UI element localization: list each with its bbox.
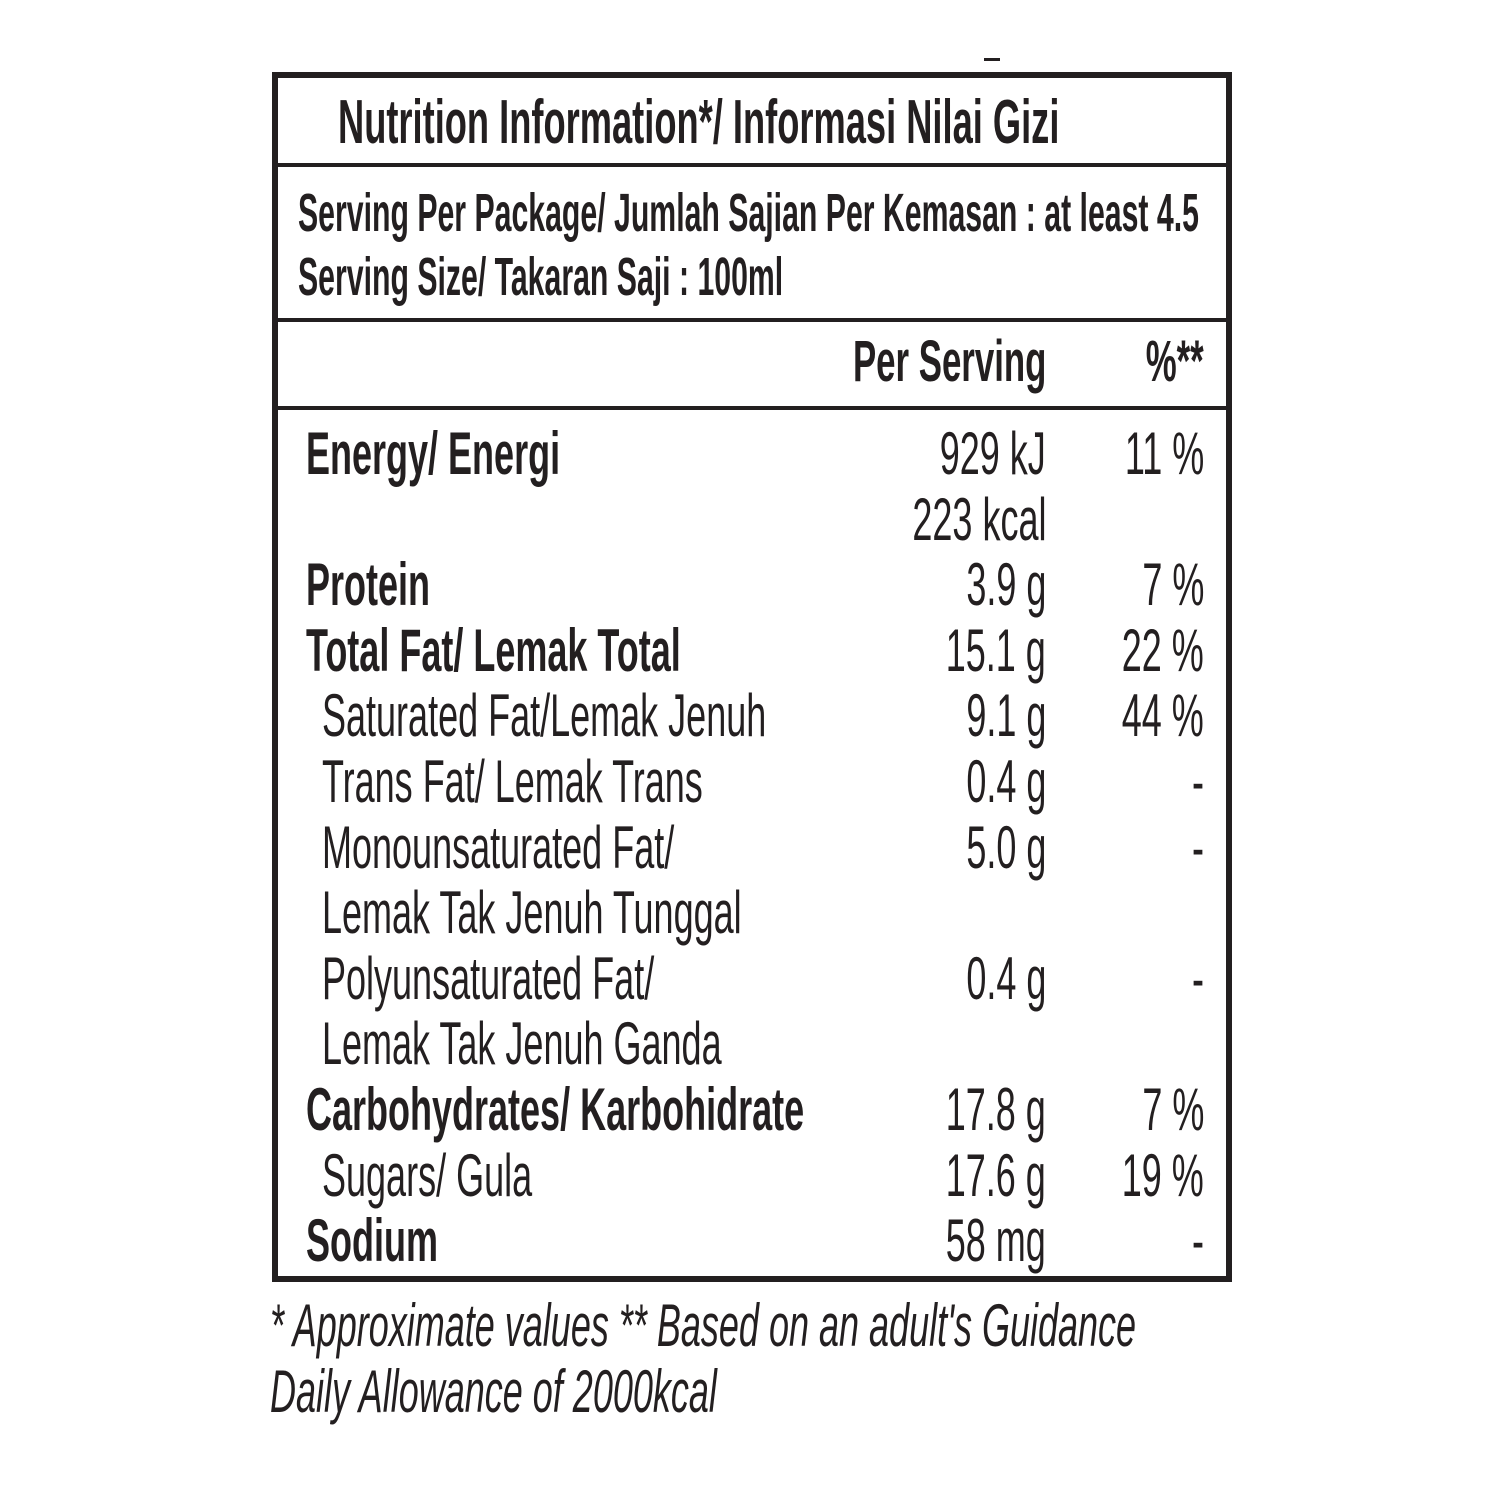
nutrient-value: 3.9 g <box>965 551 1046 619</box>
nutrient-value: 17.6 g <box>945 1141 1046 1209</box>
nutrient-row: 223 kcal <box>278 485 1226 554</box>
nutrient-label: Saturated Fat/Lemak Jenuh <box>322 682 767 750</box>
nutrient-value: 9.1 g <box>965 682 1046 750</box>
nutrient-value: 58 mg <box>945 1207 1046 1275</box>
footnote-line-1: * Approximate values ** Based on an adul… <box>270 1292 1137 1359</box>
nutrient-percent: - <box>1192 1207 1204 1275</box>
serving-size: Serving Size/ Takaran Saji : 100ml <box>298 247 784 307</box>
nutrition-table: Nutrition Information*/ Informasi Nilai … <box>272 72 1232 1282</box>
nutrient-percent: 22 % <box>1121 616 1204 684</box>
nutrient-value: 929 kJ <box>939 420 1046 487</box>
nutrient-percent: 7 % <box>1141 551 1204 619</box>
nutrient-percent: 11 % <box>1124 420 1204 487</box>
divider <box>278 163 1226 167</box>
nutrient-percent: 19 % <box>1121 1141 1204 1209</box>
footnote-line-2: Daily Allowance of 2000kcal <box>270 1358 717 1425</box>
nutrient-percent: - <box>1192 748 1204 815</box>
nutrient-value: 223 kcal <box>911 485 1046 553</box>
nutrient-row: Trans Fat/ Lemak Trans 0.4 g- <box>278 752 1226 816</box>
percent-header: %** <box>1145 329 1204 394</box>
table-title: Nutrition Information*/ Informasi Nilai … <box>338 88 1060 157</box>
nutrient-percent: 44 % <box>1121 682 1204 750</box>
nutrient-label: Protein <box>306 551 431 619</box>
nutrient-label: Lemak Tak Jenuh Tunggal <box>322 879 742 947</box>
nutrient-value: 15.1 g <box>945 616 1046 684</box>
nutrient-label: Lemak Tak Jenuh Ganda <box>322 1010 722 1078</box>
nutrient-row: Monounsaturated Fat/5.0 g - <box>278 813 1226 882</box>
nutrient-row: Total Fat/ Lemak Total 15.1 g 22 % <box>278 616 1226 685</box>
nutrient-label: Monounsaturated Fat/ <box>322 813 675 881</box>
nutrient-row: Lemak Tak Jenuh Tunggal <box>278 883 1226 947</box>
nutrient-percent: 7 % <box>1141 1076 1204 1143</box>
nutrient-label: Carbohydrates/ Karbohidrate <box>306 1076 805 1143</box>
nutrient-value: 17.8 g <box>945 1076 1046 1143</box>
nutrient-percent: - <box>1192 813 1204 881</box>
divider <box>278 406 1226 410</box>
nutrient-row: Polyunsaturated Fat/0.4 g - <box>278 944 1226 1013</box>
decorative-mark <box>984 58 1000 61</box>
nutrient-label: Trans Fat/ Lemak Trans <box>322 748 703 815</box>
nutrient-label: Sodium <box>306 1207 438 1275</box>
nutrient-label: Polyunsaturated Fat/ <box>322 944 655 1012</box>
divider <box>278 318 1226 322</box>
per-serving-header: Per Serving <box>852 329 1046 394</box>
nutrient-percent: - <box>1192 944 1204 1012</box>
nutrient-label: Energy/ Energi <box>306 420 561 487</box>
nutrient-label: Total Fat/ Lemak Total <box>306 616 681 684</box>
nutrient-value: 0.4 g <box>965 748 1046 815</box>
nutrient-row: Energy/ Energi 929 kJ 11 % <box>278 424 1226 488</box>
nutrient-label: Sugars/ Gula <box>322 1141 533 1209</box>
nutrient-value: 0.4 g <box>965 944 1046 1012</box>
nutrient-row: Lemak Tak Jenuh Ganda <box>278 1014 1226 1078</box>
nutrient-row: Sodium 58 mg - <box>278 1211 1226 1275</box>
nutrient-row: Sugars/ Gula 17.6 g 19 % <box>278 1141 1226 1210</box>
serving-per-package: Serving Per Package/ Jumlah Sajian Per K… <box>298 183 1199 243</box>
nutrient-row: Saturated Fat/Lemak Jenuh 9.1 g 44 % <box>278 686 1226 750</box>
nutrient-value: 5.0 g <box>965 813 1046 881</box>
